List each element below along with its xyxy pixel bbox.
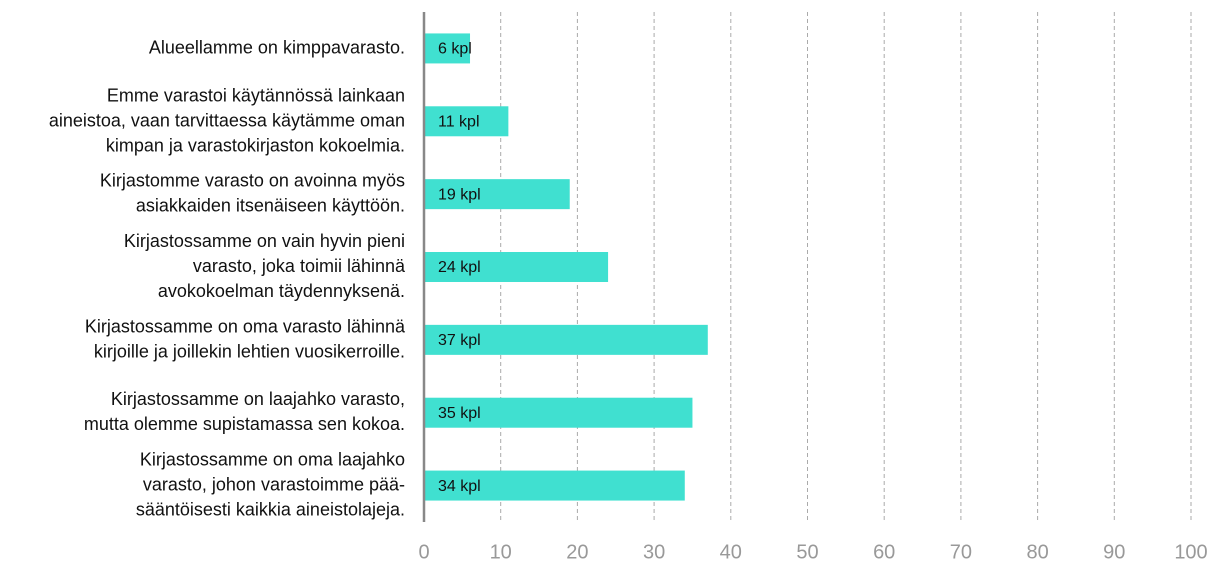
bar	[424, 252, 609, 282]
bar	[424, 179, 570, 210]
label-line: Emme varastoi käytännössä lainkaan	[107, 85, 405, 105]
label-line: kirjoille ja joillekin lehtien vuosikerr…	[94, 341, 405, 361]
x-tick-label: 20	[566, 541, 588, 563]
label-line: Alueellamme on kimppavarasto.	[149, 37, 405, 57]
label-line: Kirjastomme varasto on avoinna myös	[100, 170, 405, 190]
x-tick-label: 0	[418, 541, 429, 563]
y-tick-label: Emme varastoi käytännössä lainkaan aineis…	[49, 85, 405, 155]
label-line: kimpan ja varastokirjaston kokoelmia.	[106, 135, 405, 155]
label-line: Kirjastossamme on oma laajahko	[140, 449, 405, 469]
label-line: mutta olemme supistamassa sen kokoa.	[84, 414, 405, 434]
value-label: 11 kpl	[438, 114, 480, 131]
x-tick-label: 30	[643, 541, 665, 563]
label-line: varasto, joka toimii lähinnä	[193, 256, 406, 276]
y-tick-label: Kirjastossamme on oma laajahko varasto, j…	[136, 449, 405, 519]
value-label: 35 kpl	[438, 405, 481, 422]
bar	[424, 397, 693, 428]
x-tick-label: 100	[1174, 541, 1207, 563]
bar	[424, 33, 471, 64]
bar	[424, 470, 685, 501]
value-label: 19 kpl	[438, 186, 481, 203]
y-tick-label: Kirjastomme varasto on avoinna myös asiak…	[100, 170, 405, 215]
label-line: Kirjastossamme on oma varasto lähinnä	[85, 316, 406, 336]
x-tick-label: 70	[950, 541, 972, 563]
x-tick-label: 40	[720, 541, 742, 563]
y-tick-label: Kirjastossamme on vain hyvin pieni varast…	[124, 231, 406, 301]
value-label: 6 kpl	[438, 41, 472, 58]
x-tick-label: 80	[1026, 541, 1048, 563]
x-tick-label: 90	[1103, 541, 1125, 563]
label-line: asiakkaiden itsenäiseen käyttöön.	[136, 195, 405, 215]
label-line: Kirjastossamme on vain hyvin pieni	[124, 231, 405, 251]
y-tick-label: Kirjastossamme on laajahko varasto, mutta…	[84, 389, 405, 434]
y-tick-label: Alueellamme on kimppavarasto.	[149, 37, 405, 57]
bar	[424, 324, 708, 355]
value-label: 34 kpl	[438, 478, 481, 495]
label-line: varasto, johon varastoimme pää-	[143, 474, 405, 494]
y-tick-label: Kirjastossamme on oma varasto lähinnä kir…	[85, 316, 406, 361]
label-line: avokokoelman täydennyksenä.	[158, 281, 405, 301]
x-tick-label: 10	[490, 541, 512, 563]
value-label: 37 kpl	[438, 332, 481, 349]
x-tick-label: 50	[796, 541, 818, 563]
label-line: sääntöisesti kaikkia aineistolajeja.	[136, 499, 405, 519]
label-line: aineistoa, vaan tarvittaessa käytämme om…	[49, 110, 405, 130]
bar	[424, 106, 509, 137]
value-label: 24 kpl	[438, 259, 481, 276]
x-tick-label: 60	[873, 541, 895, 563]
label-line: Kirjastossamme on laajahko varasto,	[111, 389, 405, 409]
